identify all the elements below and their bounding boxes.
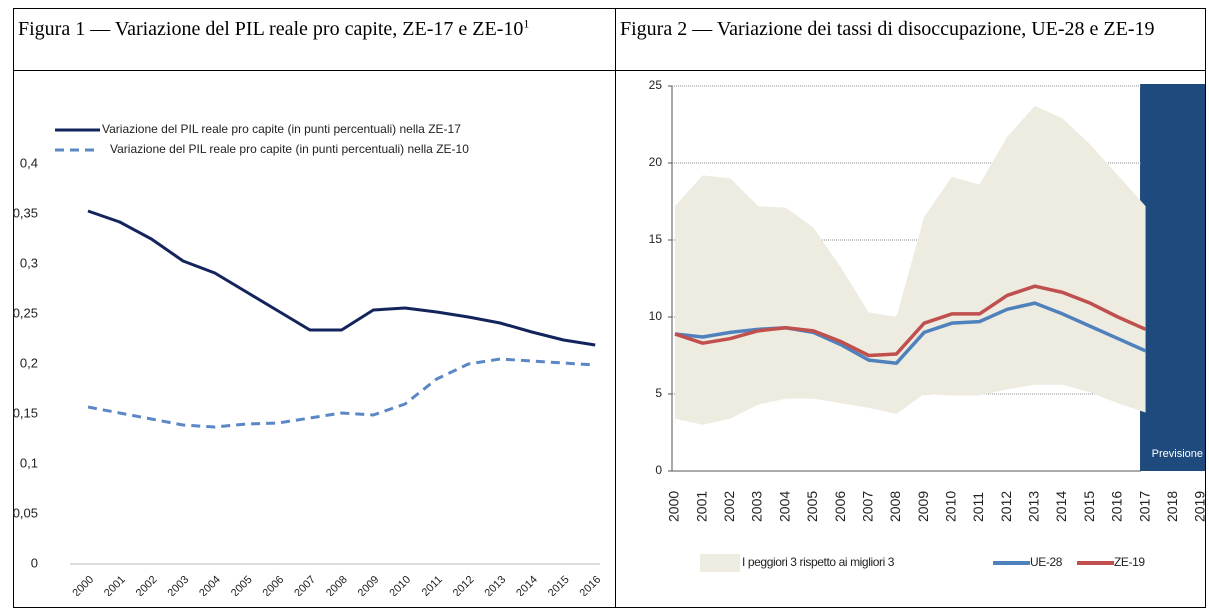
x-tick-label: 2014 bbox=[514, 574, 540, 596]
y-tick-label: 0,1 bbox=[20, 455, 38, 470]
x-tick-label: 2000 bbox=[70, 574, 96, 596]
x-tick-label: 2004 bbox=[197, 574, 223, 596]
x-tick-label: 2015 bbox=[1081, 491, 1097, 522]
x-tick-label: 2006 bbox=[832, 491, 848, 522]
figure-caption: Figura 2 — Variazione dei tassi di disoc… bbox=[615, 8, 1195, 42]
x-tick-label: 2017 bbox=[1136, 491, 1152, 522]
x-tick-label: 2003 bbox=[165, 574, 191, 596]
x-tick-label: 2008 bbox=[324, 574, 350, 596]
x-tick-label: 2010 bbox=[943, 491, 959, 522]
y-tick-label: 0,05 bbox=[13, 505, 38, 520]
x-tick-label: 2004 bbox=[776, 491, 792, 522]
figure-caption: Figura 1 — Variazione del PIL reale pro … bbox=[13, 8, 598, 42]
x-tick-label: 2012 bbox=[451, 574, 477, 596]
x-tick-label: 2002 bbox=[721, 491, 737, 522]
y-tick-label: 5 bbox=[655, 386, 662, 400]
x-tick-label: 2016 bbox=[1109, 491, 1125, 522]
y-tick-label: 10 bbox=[649, 309, 663, 323]
forecast-label: Previsione bbox=[1152, 448, 1203, 460]
x-tick-label: 2016 bbox=[578, 574, 604, 596]
x-tick-label: 2014 bbox=[1053, 491, 1069, 522]
series-line bbox=[87, 209, 596, 347]
legend-label: Variazione del PIL reale pro capite (in … bbox=[110, 142, 469, 156]
y-tick-label: 0,25 bbox=[13, 305, 38, 320]
column-divider bbox=[615, 8, 616, 608]
x-tick-label: 2011 bbox=[420, 574, 445, 596]
series-line bbox=[674, 301, 1147, 365]
x-tick-label: 2010 bbox=[387, 574, 413, 596]
x-tick-label: 2006 bbox=[261, 574, 287, 596]
y-tick-label: 0,35 bbox=[13, 205, 38, 220]
y-tick-label: 20 bbox=[649, 155, 663, 169]
y-tick-label: 15 bbox=[649, 232, 663, 246]
x-tick-label: 2009 bbox=[356, 574, 382, 596]
x-tick-label: 2002 bbox=[134, 574, 160, 596]
series-line bbox=[674, 284, 1147, 358]
y-tick-label: 0 bbox=[31, 555, 38, 570]
legend-label: I peggiori 3 rispetto ai migliori 3 bbox=[742, 555, 895, 569]
legend-swatch bbox=[700, 554, 740, 572]
x-tick-label: 2003 bbox=[749, 491, 765, 522]
x-tick-label: 2007 bbox=[859, 491, 875, 522]
caption-text: Figura 2 — Variazione dei tassi di disoc… bbox=[620, 18, 1155, 40]
forecast-region bbox=[1140, 84, 1205, 471]
y-tick-label: 0 bbox=[655, 463, 662, 477]
x-tick-label: 2013 bbox=[482, 574, 508, 596]
series-line bbox=[87, 357, 596, 429]
caption-text: Figura 1 — Variazione del PIL reale pro … bbox=[18, 18, 524, 40]
legend-label: ZE-19 bbox=[1114, 555, 1145, 569]
x-tick-label: 2007 bbox=[292, 574, 318, 596]
legend-label: Variazione del PIL reale pro capite (in … bbox=[102, 122, 461, 136]
y-tick-label: 0,2 bbox=[20, 355, 38, 370]
x-tick-label: 2015 bbox=[546, 574, 572, 596]
range-band bbox=[675, 106, 1146, 425]
y-tick-label: 25 bbox=[649, 78, 663, 92]
y-tick-label: 0,3 bbox=[20, 255, 38, 270]
x-tick-label: 2001 bbox=[693, 491, 709, 522]
x-tick-label: 2011 bbox=[970, 492, 986, 522]
x-tick-label: 2001 bbox=[102, 574, 128, 596]
y-tick-label: 0,4 bbox=[20, 155, 38, 170]
x-tick-label: 2009 bbox=[915, 491, 931, 522]
header-divider bbox=[13, 70, 1206, 71]
x-tick-label: 2005 bbox=[229, 574, 255, 596]
legend-label: UE-28 bbox=[1030, 555, 1063, 569]
y-tick-label: 0,15 bbox=[13, 405, 38, 420]
x-tick-label: 2019 bbox=[1192, 491, 1208, 522]
x-tick-label: 2000 bbox=[666, 491, 682, 522]
footnote-mark: 1 bbox=[523, 16, 530, 31]
x-tick-label: 2012 bbox=[998, 491, 1014, 522]
x-tick-label: 2008 bbox=[887, 491, 903, 522]
x-tick-label: 2013 bbox=[1026, 491, 1042, 522]
x-tick-label: 2005 bbox=[804, 491, 820, 522]
x-tick-label: 2018 bbox=[1164, 491, 1180, 522]
